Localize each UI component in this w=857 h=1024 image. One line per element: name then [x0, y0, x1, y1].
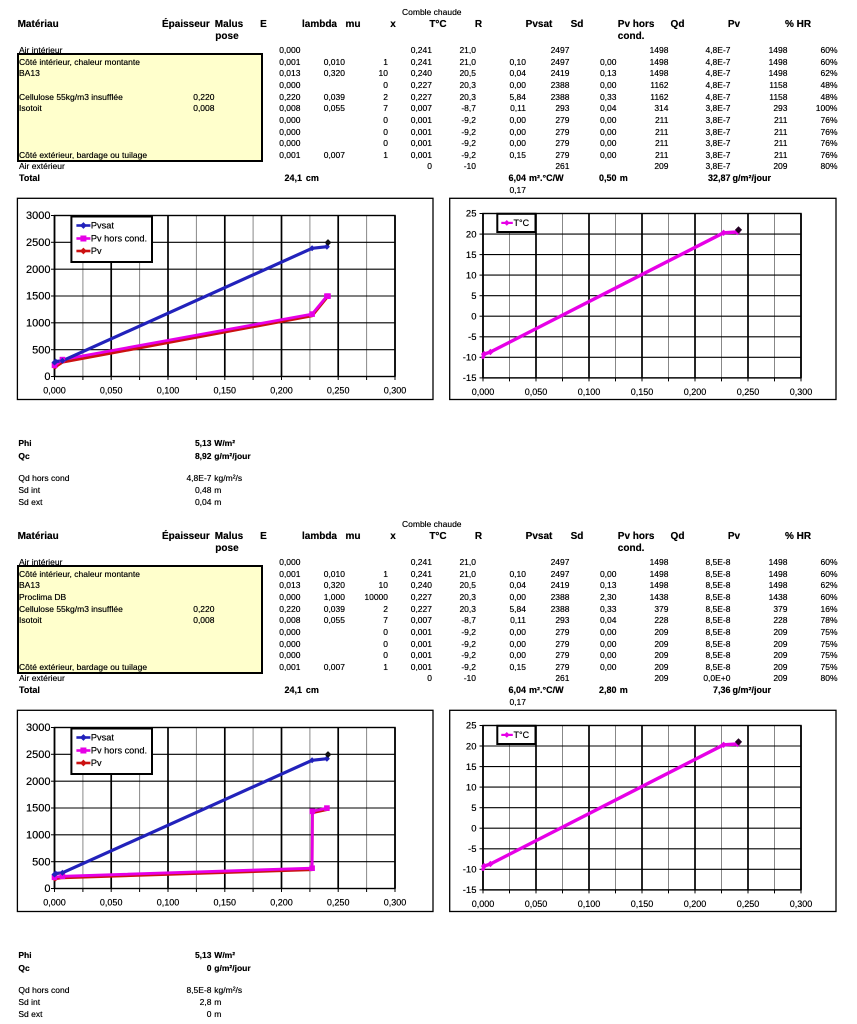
svg-text:-10: -10	[463, 865, 477, 876]
svg-text:0,300: 0,300	[790, 387, 813, 397]
svg-text:Pvsat: Pvsat	[91, 221, 114, 231]
svg-text:5: 5	[471, 291, 476, 302]
svg-text:Pv: Pv	[91, 758, 102, 768]
svg-text:0,000: 0,000	[472, 899, 495, 909]
svg-text:15: 15	[466, 250, 477, 261]
svg-text:Pv hors cond.: Pv hors cond.	[91, 234, 147, 244]
svg-text:Pv: Pv	[91, 246, 102, 256]
svg-text:0,250: 0,250	[327, 898, 350, 908]
svg-text:0,200: 0,200	[270, 386, 293, 396]
svg-text:0,000: 0,000	[43, 386, 66, 396]
svg-text:10: 10	[466, 270, 477, 281]
svg-text:0,150: 0,150	[631, 387, 654, 397]
svg-text:0,250: 0,250	[327, 386, 350, 396]
svg-text:-5: -5	[468, 844, 476, 855]
svg-text:1000: 1000	[26, 318, 50, 330]
svg-text:500: 500	[32, 856, 50, 868]
svg-text:Pv hors cond.: Pv hors cond.	[91, 746, 147, 756]
svg-text:-5: -5	[468, 332, 476, 343]
svg-text:10: 10	[466, 782, 477, 793]
svg-text:0: 0	[471, 824, 476, 835]
svg-text:-10: -10	[463, 353, 477, 364]
svg-text:0,000: 0,000	[472, 387, 495, 397]
svg-text:2500: 2500	[26, 749, 50, 761]
svg-text:0,050: 0,050	[525, 387, 548, 397]
svg-text:0,050: 0,050	[100, 898, 123, 908]
svg-text:0,100: 0,100	[157, 898, 180, 908]
svg-text:T°C: T°C	[514, 730, 530, 740]
svg-text:0,300: 0,300	[790, 899, 813, 909]
svg-text:20: 20	[466, 741, 477, 752]
svg-text:0,200: 0,200	[684, 899, 707, 909]
svg-text:T°C: T°C	[514, 218, 530, 228]
svg-text:1000: 1000	[26, 830, 50, 842]
svg-text:0,300: 0,300	[384, 386, 407, 396]
svg-text:0,250: 0,250	[737, 899, 760, 909]
svg-text:0,050: 0,050	[525, 899, 548, 909]
svg-text:0,150: 0,150	[214, 386, 237, 396]
svg-text:0,100: 0,100	[157, 386, 180, 396]
svg-text:0,300: 0,300	[384, 898, 407, 908]
svg-text:0: 0	[44, 371, 50, 383]
svg-text:1500: 1500	[26, 803, 50, 815]
svg-text:0,100: 0,100	[578, 899, 601, 909]
svg-text:0,250: 0,250	[737, 387, 760, 397]
svg-text:1500: 1500	[26, 291, 50, 303]
svg-text:0,200: 0,200	[270, 898, 293, 908]
svg-text:0,100: 0,100	[578, 387, 601, 397]
svg-text:0,150: 0,150	[631, 899, 654, 909]
svg-text:-15: -15	[463, 373, 477, 384]
svg-text:25: 25	[466, 721, 477, 732]
svg-text:0: 0	[44, 883, 50, 895]
svg-text:2000: 2000	[26, 264, 50, 276]
svg-text:15: 15	[466, 762, 477, 773]
svg-text:0,150: 0,150	[214, 898, 237, 908]
svg-text:0: 0	[471, 312, 476, 323]
svg-text:500: 500	[32, 344, 50, 356]
svg-text:2000: 2000	[26, 776, 50, 788]
svg-text:3000: 3000	[26, 722, 50, 734]
svg-text:2500: 2500	[26, 237, 50, 249]
svg-text:3000: 3000	[26, 210, 50, 222]
svg-text:0,200: 0,200	[684, 387, 707, 397]
svg-text:5: 5	[471, 803, 476, 814]
svg-text:20: 20	[466, 229, 477, 240]
svg-text:-15: -15	[463, 885, 477, 896]
svg-text:0,000: 0,000	[43, 898, 66, 908]
svg-text:Pvsat: Pvsat	[91, 733, 114, 743]
svg-text:25: 25	[466, 209, 477, 220]
svg-text:0,050: 0,050	[100, 386, 123, 396]
